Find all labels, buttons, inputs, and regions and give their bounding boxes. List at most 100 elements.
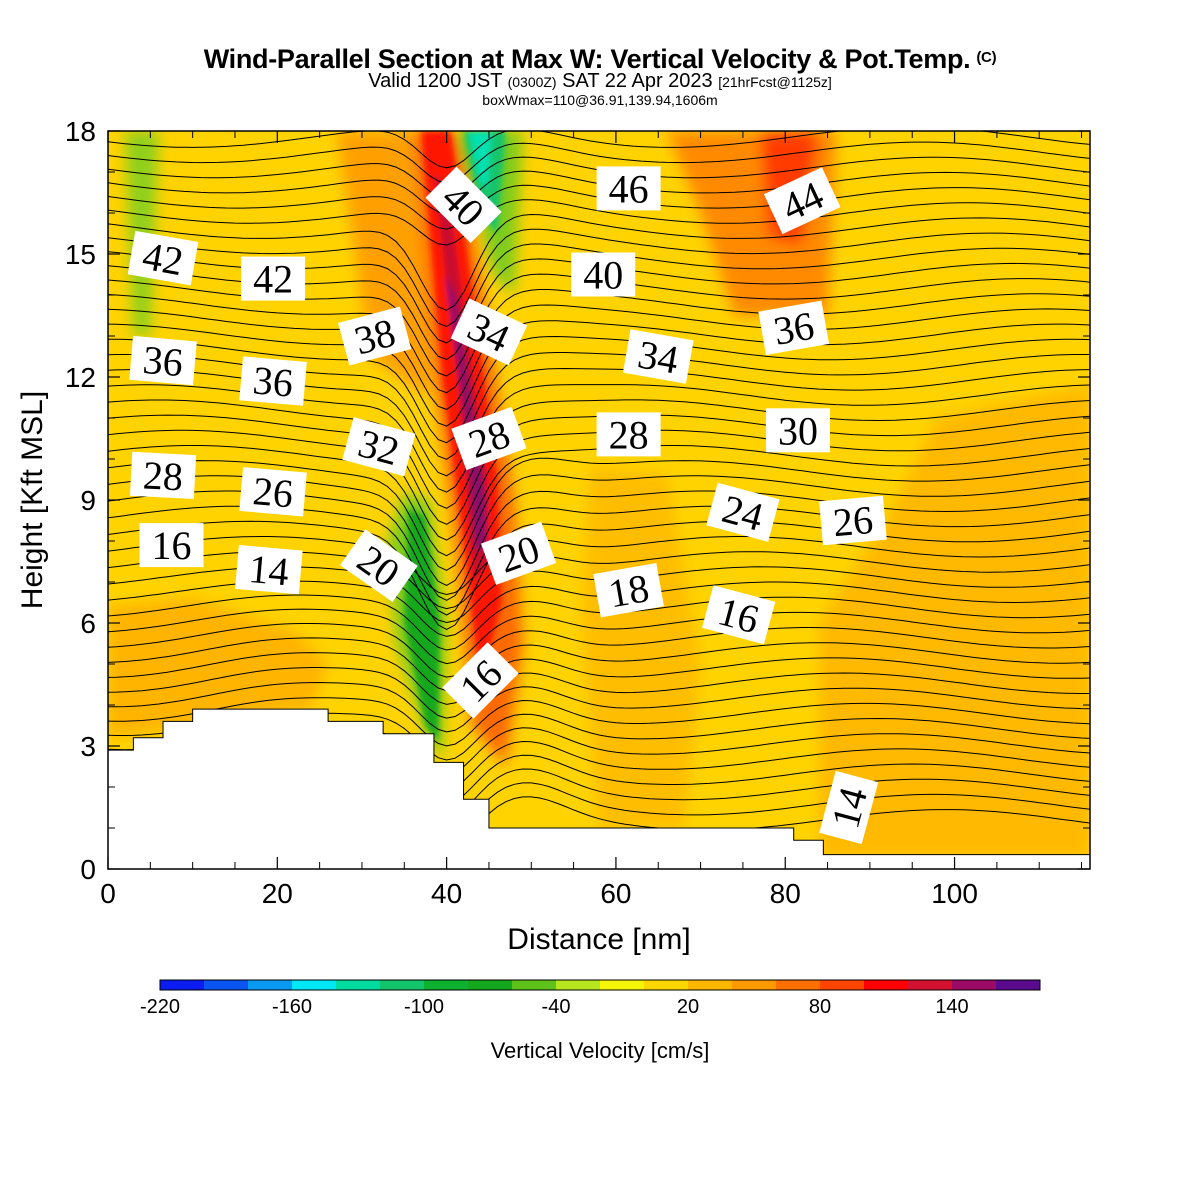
y-tick-label: 12 xyxy=(65,362,96,393)
colorbar-swatch xyxy=(556,980,601,990)
contour-label-text: 16 xyxy=(151,523,191,568)
contour-label: 16 xyxy=(702,585,776,645)
colorbar-swatch xyxy=(292,980,337,990)
x-tick-label: 100 xyxy=(931,878,978,909)
x-tick-label: 60 xyxy=(600,878,631,909)
colorbar-swatch xyxy=(996,980,1041,990)
contour-label-box xyxy=(241,256,306,301)
contour-label: 28 xyxy=(596,412,661,457)
contour-label: 28 xyxy=(129,451,197,499)
colorbar-swatch xyxy=(336,980,381,990)
colorbar-swatch xyxy=(908,980,953,990)
contour-label-box xyxy=(758,300,830,356)
colorbar-tick-label: -40 xyxy=(542,996,571,1018)
colorbar-swatch xyxy=(468,980,513,990)
contour-label-text: 30 xyxy=(778,408,818,453)
y-axis-title: Height [Kft MSL] xyxy=(16,391,49,609)
contour-label: 36 xyxy=(758,300,830,356)
contour-label: 36 xyxy=(239,356,307,406)
colorbar-frame xyxy=(159,979,1041,991)
contour-label-box xyxy=(596,166,661,211)
contour-label-text: 18 xyxy=(605,565,652,616)
contour-label: 26 xyxy=(239,467,307,517)
colorbar-swatch xyxy=(380,980,425,990)
contour-label: 36 xyxy=(129,335,197,386)
colorbar-swatch xyxy=(644,980,689,990)
contour-label-text: 46 xyxy=(609,166,649,211)
colorbar-swatch xyxy=(204,980,249,990)
isentrope-line xyxy=(108,457,1090,571)
isentrope-line xyxy=(108,399,1090,509)
contour-label-box xyxy=(338,306,412,366)
colorbar-swatch xyxy=(512,980,557,990)
contour-label-box xyxy=(127,230,199,286)
updraft-patch-east xyxy=(819,385,1090,857)
colorbar-tick-label: 20 xyxy=(677,996,699,1018)
y-tick-label: 0 xyxy=(80,854,96,885)
contour-label-box xyxy=(442,642,519,719)
forecast-info: [21hrFcst@1125z] xyxy=(718,74,832,90)
contour-label-box xyxy=(763,167,841,235)
contour-label-box xyxy=(451,406,527,471)
contour-label: 14 xyxy=(819,770,879,845)
colorbar-swatch xyxy=(600,980,645,990)
valid-time-line: Valid 1200 JST (0300Z) SAT 22 Apr 2023 [… xyxy=(0,70,1200,93)
contour-label-box xyxy=(706,482,780,542)
contour-label-text: 26 xyxy=(251,468,295,516)
contour-label: 42 xyxy=(127,230,199,286)
y-tick-label: 6 xyxy=(80,608,96,639)
contour-label-text: 26 xyxy=(831,497,875,545)
chart-title: Wind-Parallel Section at Max W: Vertical… xyxy=(0,44,1200,75)
colorbar-tick-label: -220 xyxy=(140,996,180,1018)
isentrope-line xyxy=(108,228,1090,328)
contour-label: 30 xyxy=(765,408,830,453)
contour-label-box xyxy=(340,529,418,602)
contour-label-text: 36 xyxy=(251,357,295,405)
x-tick-label: 0 xyxy=(100,878,116,909)
isentrope-line xyxy=(108,637,1090,692)
contour-label-box xyxy=(765,408,830,453)
y-tick-label: 9 xyxy=(80,485,96,516)
contour-label-box xyxy=(129,335,197,386)
isentrope-line xyxy=(108,608,1090,665)
contour-label: 14 xyxy=(235,544,303,595)
contour-label: 32 xyxy=(342,417,416,477)
isentrope-line xyxy=(108,320,1090,427)
colorbar-tick-label: 80 xyxy=(809,996,831,1018)
contour-label-box xyxy=(622,329,694,384)
contour-label-box xyxy=(450,298,528,366)
box-info: boxWmax=110@36.91,139.94,1606m xyxy=(482,92,718,108)
contour-label-box xyxy=(139,523,204,568)
isentrope-line xyxy=(108,304,1090,410)
contour-label-text: 42 xyxy=(139,233,186,284)
colorbar-swatch xyxy=(820,980,865,990)
valid-date: SAT 22 Apr 2023 xyxy=(562,70,713,92)
terrain xyxy=(108,708,1090,869)
contour-label: 46 xyxy=(596,166,661,211)
copyright-mark: (C) xyxy=(976,49,997,66)
contour-label-text: 28 xyxy=(609,412,649,457)
contour-label: 18 xyxy=(593,562,664,618)
contour-label-box xyxy=(702,585,776,645)
chart-title-text: Wind-Parallel Section at Max W: Vertical… xyxy=(203,44,971,74)
valid-utc: (0300Z) xyxy=(507,74,557,90)
contour-label: 42 xyxy=(241,256,306,302)
valid-prefix: Valid 1200 JST xyxy=(368,70,503,92)
contour-label-box xyxy=(239,467,307,517)
contour-label: 34 xyxy=(622,329,694,384)
contour-label: 26 xyxy=(819,495,887,546)
contour-label-text: 36 xyxy=(770,303,817,354)
isentrope-line xyxy=(108,213,1090,311)
contour-label-text: 42 xyxy=(253,257,293,302)
isentrope-line xyxy=(108,697,1090,747)
isentrope-line xyxy=(108,520,1090,630)
contour-label-text: 28 xyxy=(142,452,184,499)
y-tick-label: 15 xyxy=(65,239,96,270)
colorbar-swatch xyxy=(248,980,293,990)
isentrope-line xyxy=(108,141,1090,184)
x-tick-label: 40 xyxy=(431,878,462,909)
isentrope-line xyxy=(108,652,1090,705)
contour-label: 16 xyxy=(139,523,204,568)
y-tick-label: 18 xyxy=(65,116,96,147)
isentrope-line xyxy=(108,199,1090,246)
